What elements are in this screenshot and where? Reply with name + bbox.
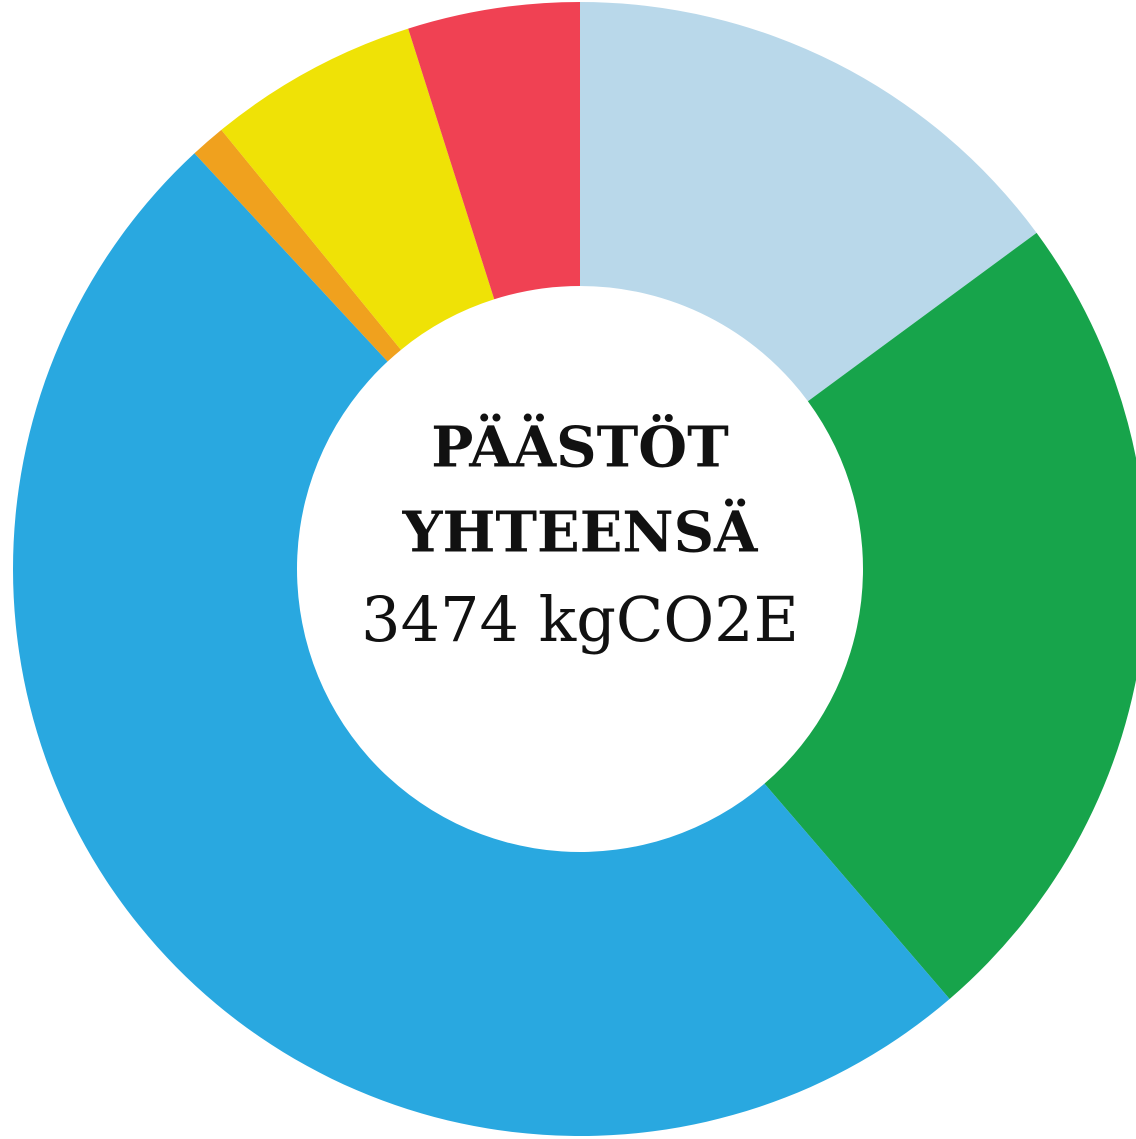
slice [13, 153, 950, 1136]
slices [13, 2, 1136, 1136]
slice [221, 28, 495, 350]
center-line: 3474 kgCO2E [361, 583, 799, 656]
slice [764, 232, 1136, 999]
slice [580, 2, 1037, 402]
slice [194, 129, 401, 362]
slice [408, 2, 580, 300]
center-line: PÄÄSTÖT [431, 414, 729, 481]
center-line: YHTEENSÄ [401, 499, 759, 566]
